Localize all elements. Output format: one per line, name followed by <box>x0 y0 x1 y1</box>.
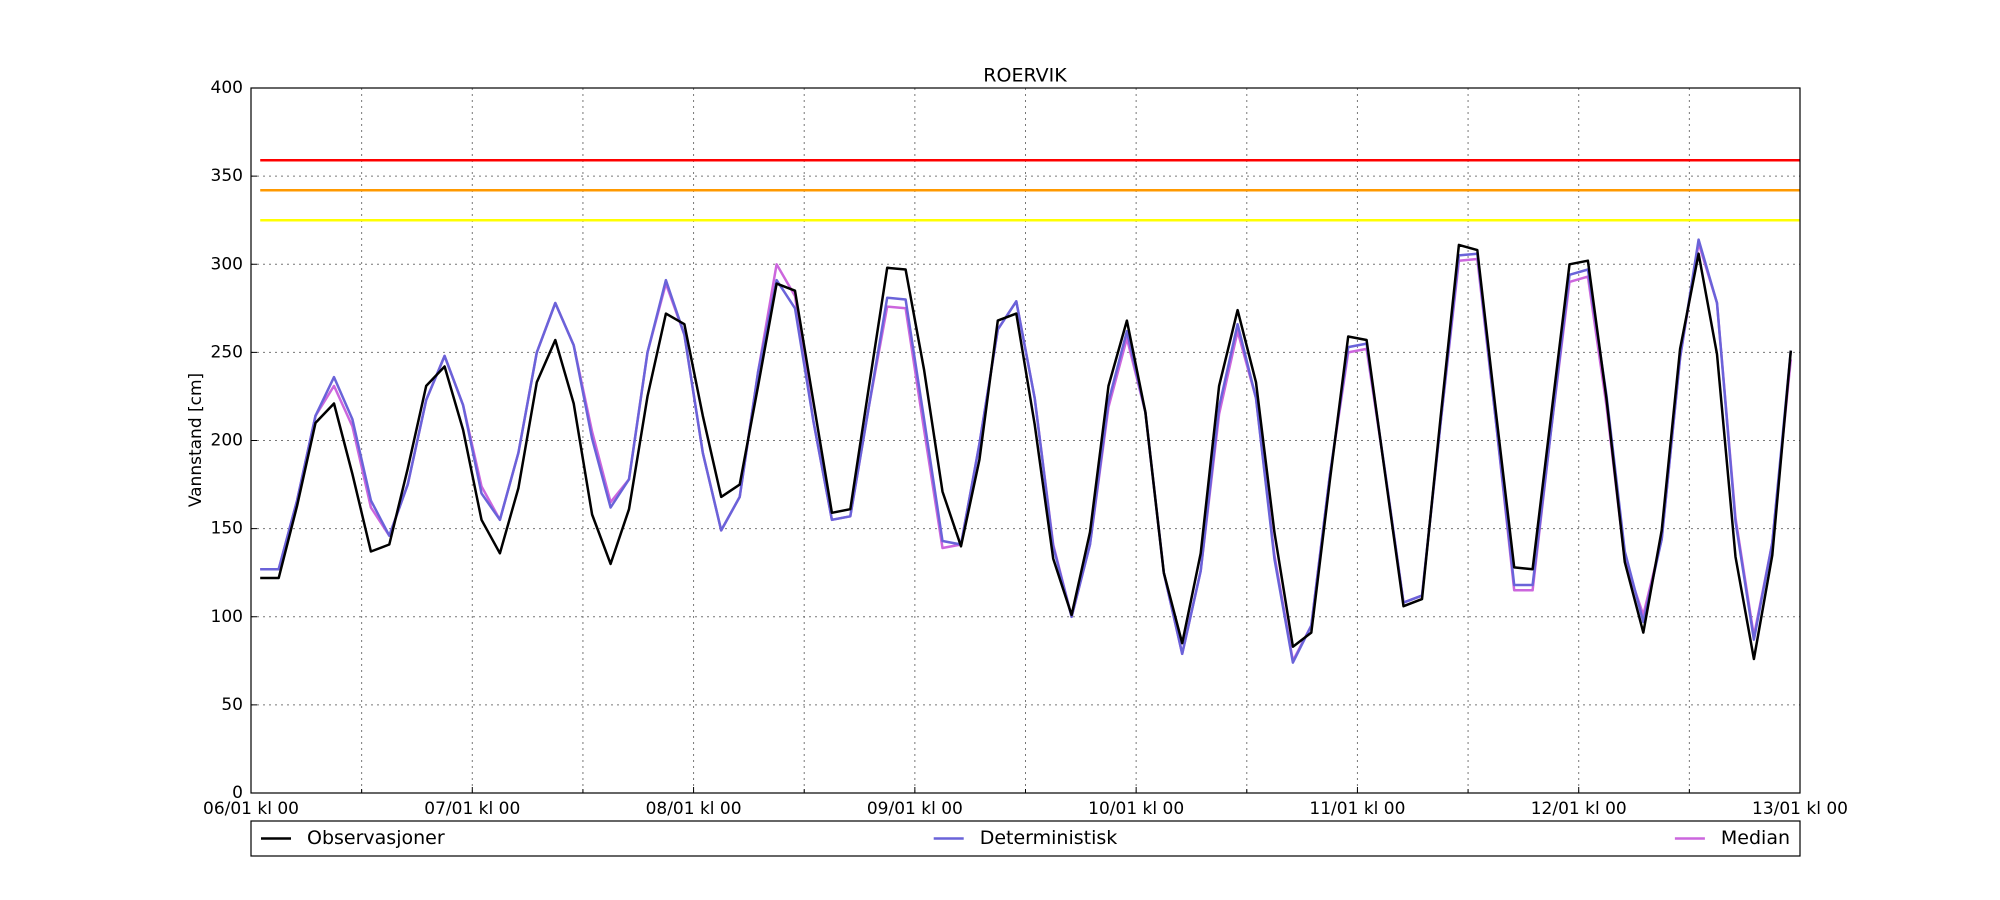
y-tick-label: 200 <box>211 431 243 451</box>
y-tick-label: 250 <box>211 342 243 362</box>
chart-title: ROERVIK <box>983 65 1067 87</box>
x-tick-label: 08/01 kl 00 <box>646 799 742 819</box>
y-tick-label: 100 <box>211 607 243 627</box>
series-line <box>260 243 1793 661</box>
x-tick-label: 13/01 kl 00 <box>1752 799 1848 819</box>
series-line <box>260 238 1793 664</box>
y-tick-label: 150 <box>211 519 243 539</box>
x-tick-label: 06/01 kl 00 <box>203 799 299 819</box>
y-axis-label: Vannstand [cm] <box>186 373 206 507</box>
y-tick-label: 50 <box>221 695 243 715</box>
y-tick-label: 300 <box>211 254 243 274</box>
x-tick-label: 10/01 kl 00 <box>1088 799 1184 819</box>
y-tick-label: 400 <box>211 78 243 98</box>
x-tick-label: 09/01 kl 00 <box>867 799 963 819</box>
x-tick-label: 11/01 kl 00 <box>1309 799 1405 819</box>
legend-label: Observasjoner <box>307 827 445 849</box>
plot-frame <box>250 87 1801 794</box>
legend-box <box>250 820 1801 857</box>
x-tick-label: 12/01 kl 00 <box>1531 799 1627 819</box>
y-tick-label: 0 <box>232 783 243 803</box>
y-tick-label: 350 <box>211 166 243 186</box>
legend-label: Median <box>1721 827 1790 849</box>
x-tick-label: 07/01 kl 00 <box>424 799 520 819</box>
legend-label: Deterministisk <box>980 827 1118 849</box>
